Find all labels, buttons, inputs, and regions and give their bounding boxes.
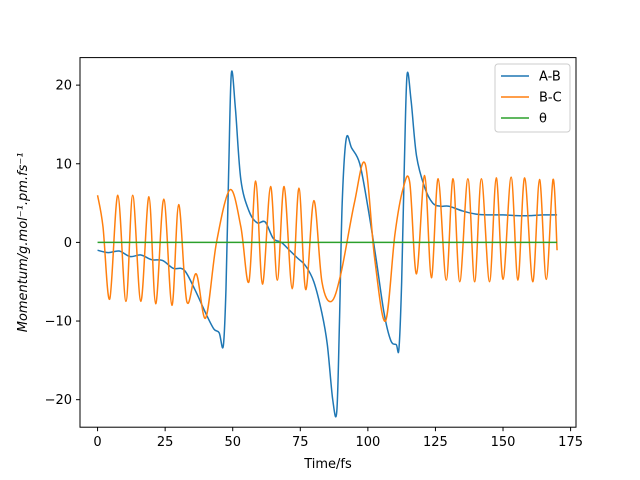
y-tick-label: 20 xyxy=(55,79,72,94)
y-tick-label: 0 xyxy=(64,236,72,251)
x-tick-label: 175 xyxy=(558,435,583,450)
y-tick-label: −20 xyxy=(45,393,72,408)
series-line-0 xyxy=(97,70,558,418)
series-layer xyxy=(96,70,558,418)
y-axis: −20 −10 0 10 20 xyxy=(45,79,80,408)
x-tick-label: 150 xyxy=(491,435,516,450)
x-tick-label: 100 xyxy=(355,435,380,450)
x-axis-title: Time/fs xyxy=(303,457,352,472)
legend-box xyxy=(494,63,571,133)
legend-entry-label: θ xyxy=(539,112,547,127)
y-axis-title: Momentum/g.mol⁻¹.pm.fs⁻¹ xyxy=(16,153,31,333)
x-tick-label: 25 xyxy=(157,435,174,450)
x-axis: 0 25 50 75 100 125 150 175 xyxy=(93,427,583,450)
legend-entry-label: B-C xyxy=(539,91,562,106)
x-tick-label: 75 xyxy=(292,435,309,450)
x-tick-label: 0 xyxy=(93,435,101,450)
series-line-1 xyxy=(96,161,558,322)
legend: A-B B-C θ xyxy=(494,63,571,133)
legend-entry-label: A-B xyxy=(539,70,561,85)
x-tick-label: 125 xyxy=(423,435,448,450)
y-tick-label: 10 xyxy=(55,157,72,172)
y-tick-label: −10 xyxy=(45,315,72,330)
x-tick-label: 50 xyxy=(224,435,241,450)
